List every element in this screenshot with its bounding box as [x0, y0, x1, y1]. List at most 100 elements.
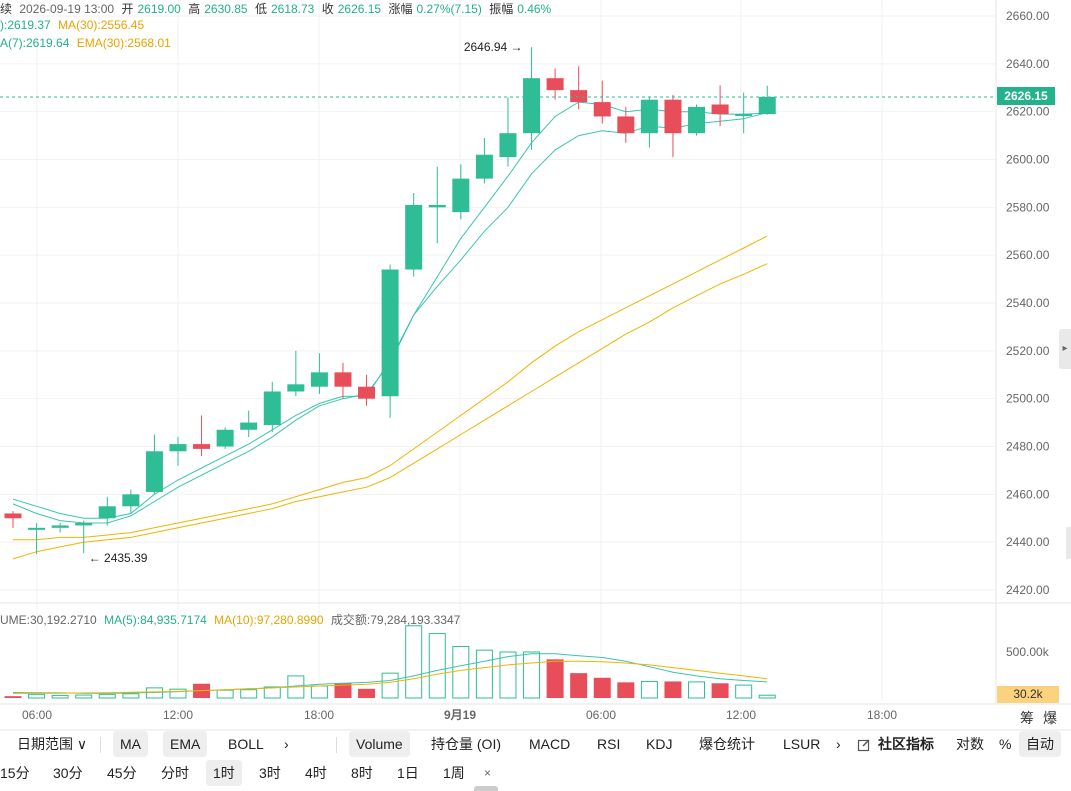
percent-scale-button[interactable]: % [999, 736, 1012, 752]
indicator-oi-button[interactable]: 持仓量 (OI) [431, 736, 501, 752]
volume-value: UME:30,192.2710 [0, 613, 97, 627]
volume-bar [664, 681, 682, 698]
interval-1w[interactable]: 1周 [443, 765, 465, 781]
price-axis-label: 2540.00 [1006, 296, 1050, 310]
candle-body [640, 99, 658, 134]
volume-bar [334, 683, 352, 698]
indicator-toolbar: 日期范围 ∨ MA EMA BOLL › Volume 持仓量 (OI) MAC… [0, 731, 1071, 759]
turnover-value: 成交额:79,284,193.3347 [330, 613, 461, 627]
candle-body [263, 391, 281, 425]
interval-1h[interactable]: 1时 [206, 760, 242, 786]
candle-body [428, 204, 446, 208]
candle-body [240, 422, 258, 430]
candle-body [735, 114, 753, 117]
indicator-ema-button[interactable]: EMA [163, 731, 208, 757]
high-label: 高 [188, 2, 201, 16]
interval-4h[interactable]: 4时 [305, 765, 327, 781]
candle-body [75, 523, 93, 526]
indicator-kdj-button[interactable]: KDJ [646, 736, 673, 752]
open-label: 开 [121, 2, 134, 16]
candle-body [193, 444, 211, 449]
candle-body [28, 527, 46, 530]
interval-timeline[interactable]: 分时 [161, 765, 189, 781]
price-axis-label: 2500.00 [1006, 392, 1050, 406]
time-axis-label: 18:00 [867, 708, 897, 722]
log-scale-button[interactable]: 对数 [956, 736, 984, 752]
indicator-lsur-button[interactable]: LSUR [783, 736, 821, 752]
candle-body [523, 78, 541, 134]
candle-body [593, 102, 611, 117]
ema30-line [13, 235, 768, 541]
resize-handle[interactable] [474, 786, 498, 791]
time-axis-label: 9月19 [444, 708, 476, 722]
volume-bar [51, 694, 69, 699]
close-icon[interactable]: × [484, 766, 492, 780]
ema30-value: EMA(30):2568.01 [76, 36, 171, 50]
volume-bar [452, 645, 470, 699]
candle-body [688, 106, 706, 134]
change-value: 0.27%(7.15) [416, 2, 482, 16]
candle-body [169, 444, 187, 452]
interval-45m[interactable]: 45分 [107, 765, 137, 781]
indicator-boll-button[interactable]: BOLL [228, 736, 264, 752]
volume-ma5-value: MA(5):84,935.7174 [104, 613, 207, 627]
date-range-dropdown[interactable]: 日期范围 ∨ [17, 736, 88, 752]
volume-ma10-value: MA(10):97,280.8990 [214, 613, 324, 627]
indicator-ma-button[interactable]: MA [113, 731, 148, 757]
indicator-rsi-button[interactable]: RSI [597, 736, 621, 752]
edit-icon[interactable] [857, 731, 871, 757]
kline-chart[interactable]: 2660.00 2640.00 2620.00 2600.00 2580.00 2560.… [0, 0, 1071, 731]
chip-distribution-icon[interactable]: 筹 [1020, 710, 1034, 726]
indicator-volume-button[interactable]: Volume [349, 731, 410, 757]
price-axis-label: 2620.00 [1006, 105, 1050, 119]
price-axis-label: 2460.00 [1006, 487, 1050, 501]
volume-bar [98, 693, 116, 699]
volume-bar [4, 696, 22, 698]
interval-1d[interactable]: 1日 [397, 765, 419, 781]
candle-body [475, 154, 493, 179]
candle-body [711, 104, 729, 115]
low-value: 2618.73 [270, 2, 315, 16]
volume-bar [570, 673, 588, 698]
scroll-handle[interactable] [1066, 527, 1071, 559]
interval-15m[interactable]: 15分 [0, 765, 30, 781]
expand-panel-handle[interactable]: ▸ [1059, 329, 1071, 369]
volume-bar [499, 651, 517, 699]
high-value: 2630.85 [204, 2, 248, 16]
price-axis-label: 2660.00 [1006, 9, 1050, 23]
amp-label: 振幅 [489, 2, 514, 16]
liquidation-icon[interactable]: 爆 [1043, 710, 1057, 726]
candle-body [758, 96, 776, 115]
close-value: 2626.15 [337, 2, 382, 16]
volume-axis-label: 500.00k [1006, 645, 1050, 659]
current-volume-tag: 30.2k [997, 686, 1059, 703]
ma7-value: ):2619.37 [0, 18, 51, 32]
interval-3h[interactable]: 3时 [259, 765, 281, 781]
candle-body [617, 116, 635, 134]
main-indicator-more-icon[interactable]: › [284, 736, 289, 752]
volume-bar [216, 689, 234, 699]
interval-8h[interactable]: 8时 [351, 765, 373, 781]
candle-body [216, 429, 234, 447]
community-indicators-button[interactable]: 社区指标 [878, 736, 934, 752]
open-value: 2619.00 [137, 2, 181, 16]
interval-30m[interactable]: 30分 [53, 765, 83, 781]
volume-bar [640, 680, 658, 699]
candle-body [145, 451, 163, 492]
time-axis-label: 18:00 [304, 708, 334, 722]
volume-bar [735, 684, 753, 699]
volume-info-row: UME:30,192.2710 MA(5):84,935.7174 MA(10)… [0, 611, 464, 628]
candle-body [499, 133, 517, 158]
candle-body [122, 494, 140, 507]
candle-body [98, 506, 116, 519]
indicator-macd-button[interactable]: MACD [529, 736, 571, 752]
time-axis-label: 12:00 [163, 708, 193, 722]
indicator-liquidation-button[interactable]: 爆仓统计 [699, 736, 755, 752]
volume-bar [381, 672, 399, 699]
auto-scale-button[interactable]: 自动 [1019, 731, 1061, 757]
candle-body [405, 204, 423, 270]
volume-bar [688, 681, 706, 699]
sub-indicator-more-icon[interactable]: › [836, 736, 841, 752]
price-axis-label: 2600.00 [1006, 153, 1050, 167]
volume-ma10-line [13, 660, 768, 694]
